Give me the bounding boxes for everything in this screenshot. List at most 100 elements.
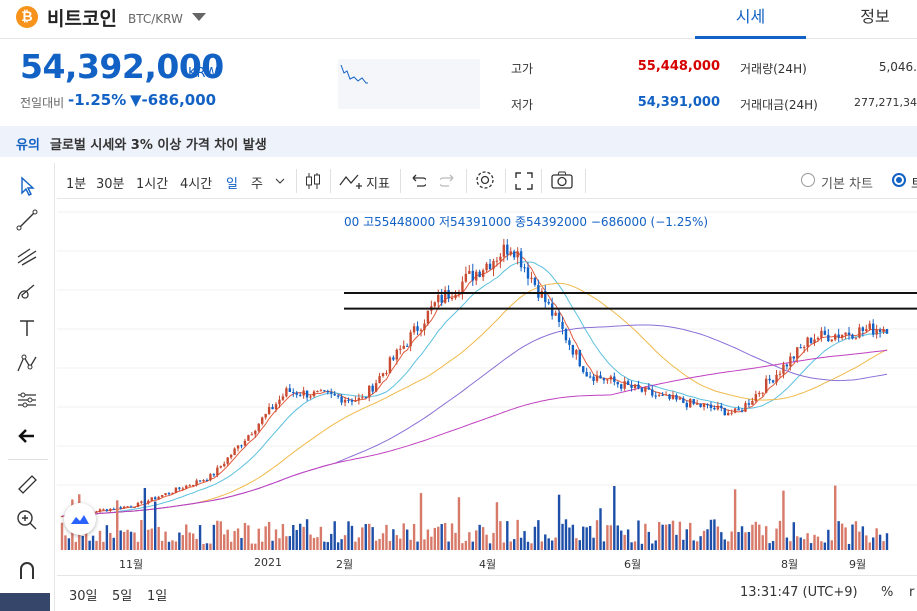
x-axis: 11월 2021 2월 4월 6월 8월 9월 <box>57 550 917 575</box>
candle-body <box>502 244 506 257</box>
pattern-icon[interactable] <box>14 351 40 377</box>
volume-bar <box>764 526 768 550</box>
volume-bar <box>778 520 782 550</box>
cursor-icon[interactable] <box>14 173 40 199</box>
range-5d[interactable]: 5일 <box>112 589 133 604</box>
range-30d[interactable]: 30일 <box>69 589 98 604</box>
coin-name[interactable]: 비트코인 <box>47 8 117 30</box>
indicator-icon[interactable] <box>338 171 364 191</box>
settings-gear-icon[interactable] <box>474 169 496 191</box>
x-tick: 2월 <box>336 558 354 571</box>
log-scale-toggle[interactable]: r <box>909 585 915 600</box>
volume-bar <box>606 525 609 550</box>
volume-bar <box>720 532 723 550</box>
candle-body <box>133 507 136 509</box>
chart-toolbar: 1분 30분 1시간 4시간 일 주 지표 기본 차트 트 <box>57 163 917 199</box>
volume-bar <box>381 533 385 550</box>
candle-body <box>861 327 865 331</box>
candle-body <box>95 511 98 513</box>
candle-body <box>423 323 426 330</box>
amount-label: 거래대금(24H) <box>740 98 818 112</box>
zoom-in-icon[interactable] <box>14 507 40 533</box>
radio-basic-chart[interactable] <box>801 173 815 187</box>
candle-body <box>592 376 595 381</box>
candlestick-icon[interactable] <box>304 171 322 191</box>
tab-info[interactable]: 정보 <box>860 7 890 26</box>
interval-day[interactable]: 일 <box>226 177 238 192</box>
candle-body <box>764 378 768 393</box>
x-tick: 9월 <box>849 558 867 571</box>
tradingview-chart-label[interactable]: 트 <box>911 177 917 192</box>
candle-body <box>816 337 820 340</box>
candle-body <box>485 263 488 271</box>
candle-body <box>109 508 112 511</box>
percent-scale-toggle[interactable]: % <box>881 585 894 600</box>
interval-1min[interactable]: 1분 <box>66 177 87 192</box>
candle-body <box>851 334 854 339</box>
volume-bar <box>682 539 685 550</box>
volume-bar <box>60 522 64 550</box>
volume-bar <box>861 526 865 550</box>
volume-bar <box>195 538 198 550</box>
candle-body <box>802 346 806 348</box>
volume-bar <box>626 529 630 550</box>
volume-bar <box>747 532 751 550</box>
tradingview-logo-icon[interactable] <box>64 503 96 535</box>
volume-bar <box>457 497 461 550</box>
volume-bar <box>771 541 775 550</box>
undo-icon[interactable] <box>410 172 426 188</box>
chevron-down-icon[interactable] <box>192 13 206 21</box>
price-chart[interactable]: 00 고55448000 저54391000 종54392000 −686000… <box>57 200 917 550</box>
magnet-icon[interactable] <box>14 557 40 583</box>
candle-body <box>278 399 281 405</box>
range-1d[interactable]: 1일 <box>147 589 168 604</box>
volume-bar <box>219 521 222 550</box>
arrow-left-icon[interactable] <box>14 423 40 449</box>
volume-bar <box>609 525 613 550</box>
volume-bar <box>440 524 443 550</box>
fullscreen-icon[interactable] <box>514 171 534 191</box>
radio-tradingview-chart[interactable] <box>892 173 906 187</box>
measure-icon[interactable] <box>14 387 40 413</box>
high-value: 55,448,000 <box>637 59 720 74</box>
volume-bar <box>823 542 827 550</box>
brush-icon[interactable] <box>14 279 40 305</box>
camera-icon[interactable] <box>550 170 574 190</box>
candle-body <box>461 281 464 294</box>
indicator-label[interactable]: 지표 <box>366 177 390 192</box>
candle-body <box>447 290 450 299</box>
volume-bar <box>105 525 109 550</box>
volume-bar <box>340 539 343 550</box>
candle-body <box>571 344 575 355</box>
interval-4hour[interactable]: 4시간 <box>180 177 213 192</box>
top-bar: ₿ 비트코인 BTC/KRW 시세 정보 <box>0 0 917 39</box>
interval-1hour[interactable]: 1시간 <box>136 177 169 192</box>
candle-body <box>885 328 889 334</box>
interval-week[interactable]: 주 <box>251 177 263 192</box>
volume-bar <box>347 521 350 550</box>
volume-bar <box>751 524 754 550</box>
trend-line-icon[interactable] <box>14 207 40 233</box>
x-tick: 2021 <box>254 556 282 569</box>
tab-price[interactable]: 시세 <box>695 0 806 39</box>
chart-canvas[interactable] <box>57 200 917 550</box>
volume-bar <box>592 537 595 550</box>
basic-chart-label[interactable]: 기본 차트 <box>821 177 873 192</box>
volume-bar <box>588 525 592 550</box>
volume-bar <box>91 535 95 550</box>
chevron-down-icon[interactable] <box>275 177 285 185</box>
volume-bar <box>271 540 274 550</box>
volume-bar <box>330 533 333 550</box>
volume-bar <box>830 540 833 550</box>
volume-bar <box>785 537 789 550</box>
volume-bar <box>223 534 226 550</box>
interval-30min[interactable]: 30분 <box>96 177 125 192</box>
candle-body <box>744 403 747 412</box>
text-tool-icon[interactable] <box>14 315 40 341</box>
pitchfork-icon[interactable] <box>14 243 40 269</box>
ruler-icon[interactable] <box>14 471 40 497</box>
redo-icon[interactable] <box>440 172 456 188</box>
candle-body <box>440 294 443 303</box>
candle-body <box>727 412 730 416</box>
volume-bar <box>733 489 737 550</box>
